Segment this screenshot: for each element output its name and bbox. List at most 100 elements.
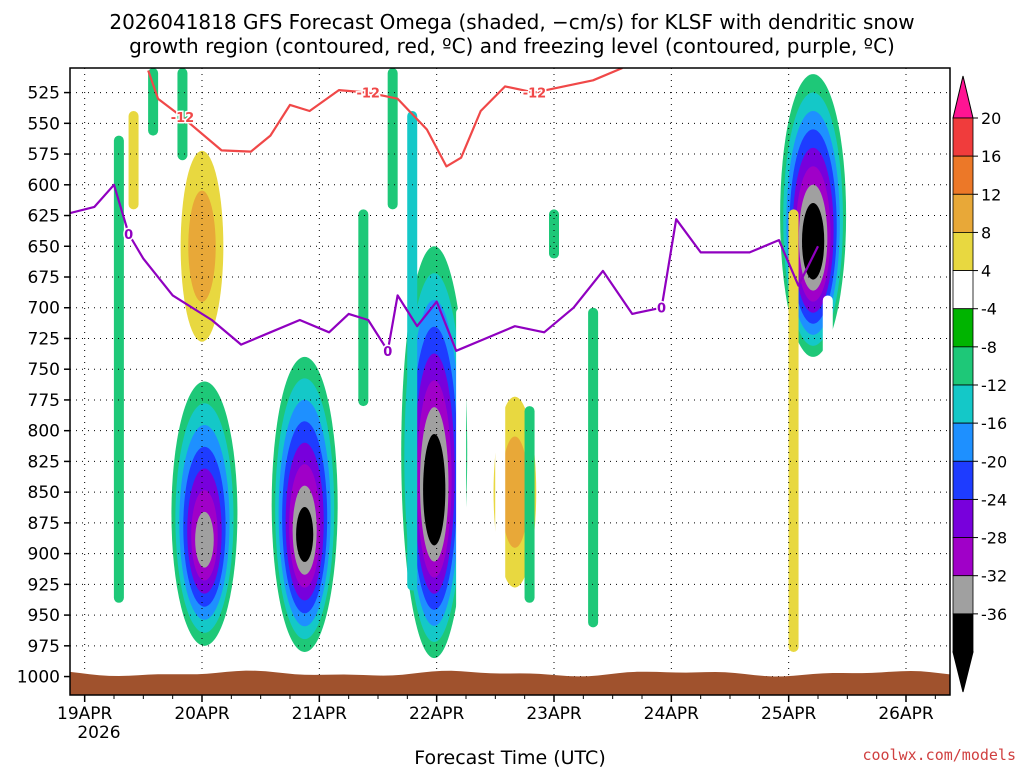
x-tick-label: 21APR — [292, 704, 348, 724]
x-tick-label: 24APR — [644, 704, 700, 724]
colorbar-swatch — [952, 499, 974, 538]
omega-streak-fill — [358, 209, 369, 407]
colorbar-swatch — [952, 270, 974, 310]
dgz-contour-label: -12 — [523, 87, 547, 102]
omega-streak-fill — [524, 406, 535, 603]
omega-streak — [524, 406, 535, 603]
freezing-contour — [70, 183, 819, 352]
omega-streak-fill — [245, 98, 256, 382]
x-tick-label: 19APR — [57, 704, 113, 724]
colorbar-swatch — [952, 193, 974, 233]
colorbar-swatch — [952, 155, 974, 195]
colorbar-label: 12 — [981, 185, 1001, 204]
colorbar-label: -16 — [981, 414, 1007, 433]
colorbar-swatch — [952, 346, 974, 386]
omega-streak-fill — [822, 295, 833, 652]
omega-streak — [632, 111, 643, 185]
y-tick-label: 675 — [28, 268, 60, 288]
omega-contour-fill — [426, 460, 443, 530]
y-tick-label: 925 — [28, 575, 60, 595]
omega-streak-fill — [94, 86, 105, 185]
colorbar-label: 8 — [981, 223, 991, 242]
omega-streak-fill — [456, 307, 467, 628]
omega-streak-fill — [407, 111, 418, 591]
y-tick-label: 525 — [28, 84, 60, 104]
omega-streak — [407, 111, 418, 591]
colorbar-bottom-triangle — [952, 651, 974, 693]
omega-streak — [387, 68, 398, 210]
colorbar-swatch — [952, 308, 974, 348]
colorbar-swatch — [952, 384, 974, 424]
plot-frame — [69, 67, 951, 696]
colorbar-swatch — [952, 232, 974, 271]
omega-streak-fill — [177, 68, 188, 161]
colorbar-swatch — [952, 117, 974, 157]
terrain-fill — [70, 670, 950, 695]
omega-streak-fill — [632, 111, 643, 185]
y-tick-label: 700 — [28, 299, 60, 319]
y-tick-label: 750 — [28, 360, 60, 380]
colorbar-label: -24 — [981, 490, 1007, 509]
colorbar-swatch — [952, 460, 974, 500]
y-tick-label: 900 — [28, 545, 60, 565]
omega-contour-fill — [296, 507, 314, 562]
colorbar-label: -12 — [981, 376, 1007, 395]
omega-streak — [588, 307, 599, 628]
omega-streak-fill — [387, 68, 398, 210]
freezing-contour-label: 0 — [124, 228, 133, 243]
credit-text: coolwx.com/models — [862, 746, 1016, 764]
y-tick-label: 575 — [28, 145, 60, 165]
y-tick-label: 625 — [28, 207, 60, 227]
x-year-label: 2026 — [77, 723, 120, 743]
y-tick-label: 875 — [28, 514, 60, 534]
colorbar-label: -4 — [981, 300, 997, 319]
chart-title-line1: 2026041818 GFS Forecast Omega (shaded, −… — [109, 10, 914, 34]
x-tick-label: 23APR — [526, 704, 582, 724]
y-tick-label: 650 — [28, 237, 60, 257]
dotted-grid — [70, 68, 950, 695]
colorbar-swatch — [952, 422, 974, 462]
colorbar-swatch — [952, 537, 974, 577]
omega-region — [271, 356, 338, 652]
y-tick-label: 550 — [28, 114, 60, 134]
omega-streak-fill — [588, 307, 599, 628]
colorbar-top-triangle — [952, 75, 974, 119]
omega-streak — [333, 68, 344, 234]
omega-streak-fill — [128, 111, 139, 210]
omega-streak — [358, 209, 369, 407]
omega-region — [171, 381, 238, 646]
freezing-contour-label: 0 — [657, 302, 666, 317]
omega-streak — [656, 135, 667, 210]
omega-streak — [495, 307, 506, 628]
colorbar-label: -36 — [981, 605, 1007, 624]
freezing-contour-label: 0 — [383, 345, 392, 360]
omega-shading — [94, 68, 847, 659]
y-tick-label: 600 — [28, 176, 60, 196]
y-tick-label: 800 — [28, 422, 60, 442]
omega-streak — [788, 209, 799, 652]
omega-streak-fill — [495, 307, 506, 628]
omega-streak — [94, 86, 105, 185]
colorbar: 20 16 12 8 4 -4 -8 -12 -16 -20 -24 -28 -32 -36 — [952, 75, 1007, 693]
omega-streak-fill — [656, 135, 667, 210]
omega-streak-fill — [549, 209, 559, 259]
omega-streak — [162, 184, 173, 308]
terrain-band — [70, 670, 950, 695]
omega-streak — [245, 98, 256, 382]
dgz-contour — [147, 68, 623, 168]
colorbar-label: 4 — [981, 262, 991, 281]
omega-contour-fill — [195, 511, 214, 568]
colorbar-label: -20 — [981, 452, 1007, 471]
colorbar-label: 20 — [981, 109, 1001, 128]
y-tick-label: 850 — [28, 483, 60, 503]
y-tick-label: 1000 — [17, 668, 60, 688]
colorbar-swatch — [952, 575, 974, 615]
y-axis: 525 550 575 600 625 650 675 700 725 750 775 800 825 8… — [17, 84, 70, 688]
y-tick-label: 825 — [28, 452, 60, 472]
omega-streak-fill — [333, 68, 344, 234]
colorbar-label: -28 — [981, 529, 1007, 548]
y-tick-label: 950 — [28, 606, 60, 626]
colorbar-label: -32 — [981, 567, 1007, 586]
colorbar-label: 16 — [981, 147, 1001, 166]
